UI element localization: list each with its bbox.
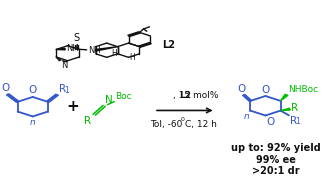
Text: 0: 0 bbox=[181, 117, 185, 122]
Text: , 15 mol%: , 15 mol% bbox=[173, 91, 218, 100]
Text: Tol, -60: Tol, -60 bbox=[150, 120, 185, 129]
Text: H: H bbox=[111, 49, 117, 58]
Text: n: n bbox=[244, 112, 249, 121]
Text: C, 12 h: C, 12 h bbox=[185, 120, 217, 129]
Text: NHBoc: NHBoc bbox=[288, 85, 318, 94]
Text: Boc: Boc bbox=[115, 92, 132, 101]
Polygon shape bbox=[281, 108, 290, 111]
Polygon shape bbox=[95, 47, 118, 51]
Text: O: O bbox=[238, 84, 246, 94]
Text: 1: 1 bbox=[295, 117, 300, 126]
Text: NH: NH bbox=[88, 46, 100, 55]
Text: N: N bbox=[105, 95, 113, 105]
Text: L2: L2 bbox=[179, 91, 191, 100]
Text: R: R bbox=[291, 103, 298, 113]
Text: R: R bbox=[59, 84, 66, 94]
Text: n: n bbox=[30, 118, 36, 127]
Text: O: O bbox=[29, 85, 37, 95]
Text: R: R bbox=[290, 116, 297, 126]
Text: N: N bbox=[61, 61, 67, 70]
Text: O: O bbox=[1, 83, 9, 93]
Text: H: H bbox=[129, 53, 135, 62]
Polygon shape bbox=[281, 94, 288, 101]
Text: 1: 1 bbox=[64, 86, 69, 95]
Text: 99% ee: 99% ee bbox=[255, 155, 295, 165]
Text: NH: NH bbox=[66, 44, 79, 53]
Text: up to: 92% yield: up to: 92% yield bbox=[230, 143, 320, 153]
Text: >20:1 dr: >20:1 dr bbox=[252, 166, 299, 176]
Text: O: O bbox=[261, 84, 269, 94]
Text: L2: L2 bbox=[162, 40, 175, 50]
Text: +: + bbox=[66, 99, 79, 114]
Polygon shape bbox=[56, 48, 65, 50]
Text: S: S bbox=[74, 33, 80, 43]
Text: R: R bbox=[84, 116, 92, 126]
Text: O: O bbox=[266, 117, 275, 127]
